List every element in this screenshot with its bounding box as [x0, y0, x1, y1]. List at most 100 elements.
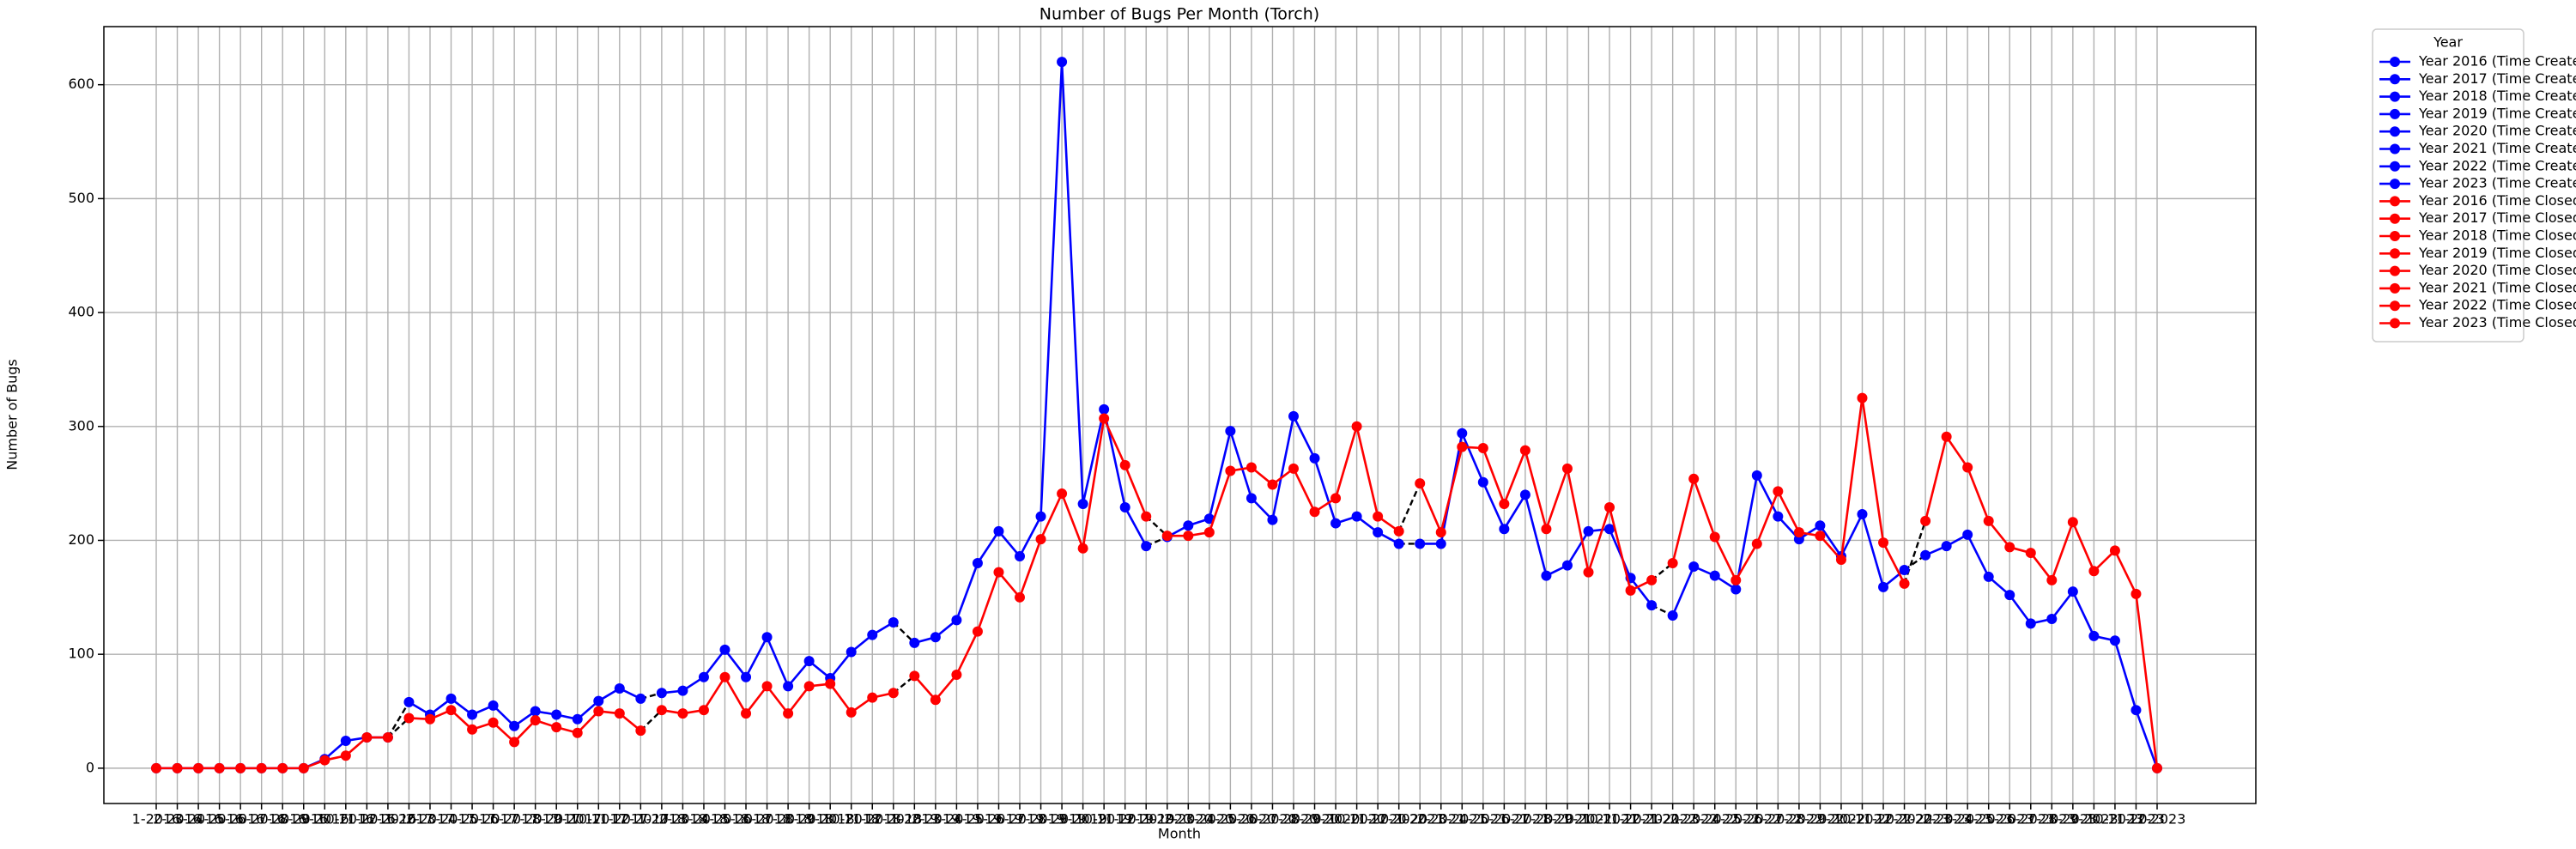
point	[1519, 489, 1530, 500]
point	[909, 637, 920, 648]
legend-marker	[2390, 196, 2400, 207]
x-tick-label: 2-2020	[1164, 811, 1213, 828]
point	[1499, 499, 1510, 510]
point	[972, 558, 983, 569]
point	[467, 724, 478, 735]
point	[1773, 486, 1784, 497]
x-tick-label: 12-2022	[1876, 811, 1933, 828]
point	[1667, 558, 1678, 569]
point	[2004, 590, 2015, 601]
point	[1035, 511, 1046, 522]
point	[2109, 635, 2120, 646]
legend-label: Year 2021 (Time Created)	[2418, 140, 2576, 156]
point	[972, 626, 983, 637]
x-tick-label: 12-2019	[1118, 811, 1175, 828]
point	[1561, 463, 1573, 474]
x-tick-label: 11-2020	[1349, 811, 1407, 828]
x-tick-label: 8-2022	[1796, 811, 1845, 828]
legend-marker	[2390, 300, 2400, 312]
point	[783, 681, 794, 692]
point	[1604, 524, 1615, 535]
point	[993, 525, 1004, 537]
series-line	[1420, 429, 1653, 606]
point	[1267, 479, 1278, 490]
point	[1183, 531, 1194, 542]
x-tick-label: 9-2017	[553, 811, 602, 828]
x-tick-label: 7-2020	[1270, 811, 1318, 828]
point	[635, 693, 646, 704]
point	[1099, 403, 1110, 415]
point	[2088, 566, 2100, 577]
point	[1330, 518, 1342, 529]
point	[488, 717, 499, 728]
point	[1203, 527, 1215, 538]
x-tick-label: 10-2016	[317, 811, 374, 828]
x-tick-label: 7-2017	[511, 811, 560, 828]
point	[1709, 531, 1720, 543]
point	[867, 692, 878, 703]
point	[1561, 560, 1573, 571]
y-tick-label: 500	[68, 190, 94, 206]
point	[488, 700, 499, 711]
point	[1815, 531, 1826, 542]
x-tick-label: 3-2016	[174, 811, 223, 828]
x-tick-label: 1-2016	[132, 811, 181, 828]
x-tick-label: 5-2016	[216, 811, 265, 828]
point	[424, 713, 435, 725]
point	[172, 762, 183, 773]
point	[1161, 531, 1173, 542]
x-tick-label: 7-2019	[1016, 811, 1065, 828]
point	[993, 567, 1004, 578]
point	[1457, 441, 1468, 452]
point	[930, 694, 941, 706]
legend-label: Year 2018 (Time Closed)	[2418, 227, 2576, 244]
point	[1477, 442, 1488, 453]
x-tick-label: 1-2018	[638, 811, 687, 828]
y-tick-label: 400	[68, 304, 94, 320]
point	[277, 762, 288, 773]
x-tick-label: 11-2022	[1855, 811, 1912, 828]
point	[509, 720, 520, 731]
point	[761, 681, 773, 692]
x-tick-label: 11-2023	[2107, 811, 2165, 828]
legend-marker	[2390, 126, 2400, 137]
point	[2004, 542, 2015, 553]
point	[1499, 524, 1510, 535]
x-tick-label: 8-2016	[279, 811, 328, 828]
point	[2131, 588, 2142, 599]
point	[1015, 551, 1026, 562]
x-tick-label: 12-2016	[359, 811, 416, 828]
point	[551, 709, 562, 720]
legend-label: Year 2019 (Time Created)	[2418, 105, 2576, 121]
legend-label: Year 2020 (Time Created)	[2418, 123, 2576, 139]
point	[698, 671, 709, 682]
x-tick-label: 4-2022	[1712, 811, 1761, 828]
y-tick-label: 200	[68, 531, 94, 548]
point	[1878, 581, 1889, 592]
x-tick-label: 5-2023	[1985, 811, 2034, 828]
point	[1288, 410, 1299, 421]
point	[1203, 513, 1215, 525]
x-tick-label: 3-2018	[680, 811, 729, 828]
point	[319, 755, 330, 766]
legend-label: Year 2022 (Time Created)	[2418, 157, 2576, 173]
point	[1077, 543, 1088, 554]
point	[235, 762, 246, 773]
point	[1267, 514, 1278, 525]
legend-label: Year 2020 (Time Closed)	[2418, 262, 2576, 278]
point	[1941, 431, 1952, 442]
point	[741, 708, 752, 719]
point	[803, 681, 815, 692]
point	[1225, 465, 1236, 476]
point	[445, 705, 457, 716]
x-tick-label: 9-2018	[806, 811, 855, 828]
legend: Year Year 2016 (Time Created)Year 2017 (…	[2372, 28, 2576, 343]
point	[888, 688, 899, 699]
point	[1119, 501, 1130, 512]
point	[719, 644, 730, 655]
point	[2046, 614, 2058, 625]
legend-marker	[2390, 91, 2400, 102]
point	[803, 656, 815, 667]
point	[1351, 421, 1362, 432]
legend-label: Year 2016 (Time Closed)	[2418, 192, 2576, 209]
